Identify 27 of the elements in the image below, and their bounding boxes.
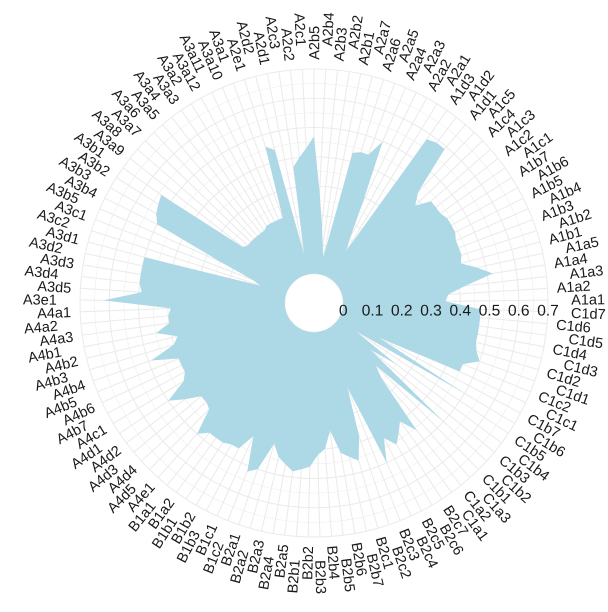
spoke-label: A3d5 bbox=[37, 281, 71, 293]
spoke-label: B2b2 bbox=[302, 546, 314, 579]
spoke-label: B2b4 bbox=[327, 546, 340, 580]
spoke-label: A3e1 bbox=[22, 294, 56, 305]
spoke-label: A1a2 bbox=[557, 280, 590, 293]
y-tick-label: 0.1 bbox=[362, 304, 383, 316]
spoke-label: B2b3 bbox=[315, 561, 326, 594]
spoke-label: B2a5 bbox=[274, 544, 288, 578]
y-tick-label: 0.3 bbox=[420, 304, 442, 316]
spoke-label: A2c1 bbox=[294, 13, 306, 46]
spoke-label: A4a3 bbox=[40, 332, 73, 346]
spoke-label: A4a2 bbox=[24, 320, 58, 334]
y-tick-label: 0.5 bbox=[479, 304, 500, 316]
y-tick-label: 0 bbox=[340, 304, 347, 316]
y-tick-label: 0.4 bbox=[450, 304, 471, 316]
spoke-label: C1d7 bbox=[572, 308, 606, 320]
spoke-label: A2c2 bbox=[281, 28, 294, 61]
spoke-label: A2b3 bbox=[334, 28, 347, 62]
y-tick-label: 0.7 bbox=[538, 304, 558, 316]
spoke-label: A2b5 bbox=[308, 26, 320, 60]
spoke-label: C1d6 bbox=[556, 320, 590, 332]
spoke-label: A1a1 bbox=[571, 294, 604, 305]
y-tick-label: 0.2 bbox=[392, 304, 412, 316]
spoke-label: B2b1 bbox=[287, 560, 300, 592]
spoke-label: A2b4 bbox=[322, 12, 334, 46]
spoke-label: A4a1 bbox=[37, 307, 70, 318]
y-tick-label: 0.6 bbox=[508, 304, 529, 316]
